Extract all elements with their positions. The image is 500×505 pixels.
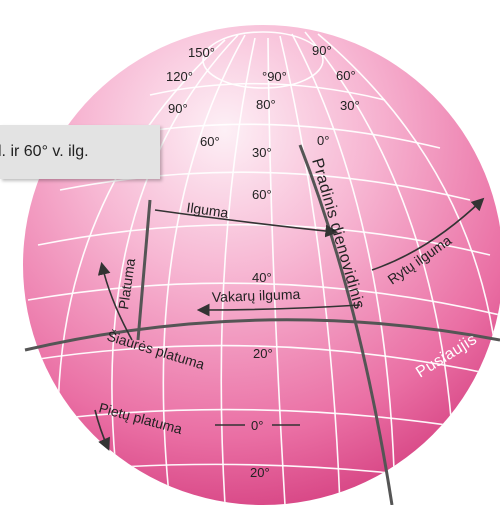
ilguma-arrow bbox=[154, 209, 339, 238]
vakaru-arrow bbox=[196, 303, 361, 317]
label-lat-60: 60° bbox=[252, 187, 272, 202]
label-lat-40: 40° bbox=[252, 270, 272, 285]
label-30-center: 30° bbox=[252, 145, 272, 160]
arrows bbox=[94, 197, 485, 451]
callout-text: l. ir 60° v. ilg. bbox=[0, 143, 89, 160]
label-90-center: °90° bbox=[262, 69, 287, 84]
label-120: 120° bbox=[166, 69, 193, 84]
rytu-arrow bbox=[371, 197, 485, 271]
label-lat-20: 20° bbox=[253, 346, 273, 361]
label-60-left: 60° bbox=[200, 134, 220, 149]
label-30-right: 30° bbox=[340, 98, 360, 113]
prime-meridian-line bbox=[298, 144, 394, 505]
callout-box: l. ir 60° v. ilg. bbox=[0, 125, 160, 179]
label-lat-0: 0° bbox=[251, 418, 263, 433]
label-0-top: 0° bbox=[317, 133, 329, 148]
label-90-left: 90° bbox=[168, 101, 188, 116]
platuma-arrow bbox=[97, 261, 133, 341]
label-60-top-right: 60° bbox=[336, 68, 356, 83]
label-80: 80° bbox=[256, 97, 276, 112]
pietu-arrow bbox=[94, 409, 110, 451]
label-90-top-right: 90° bbox=[312, 43, 332, 58]
label-ilguma: Ilguma bbox=[186, 199, 230, 221]
label-lat-s20: 20° bbox=[250, 465, 270, 480]
equator-line bbox=[24, 318, 500, 352]
heavy-lines bbox=[24, 144, 500, 505]
label-150: 150° bbox=[188, 45, 215, 60]
ilguma-meridian-line bbox=[136, 199, 152, 341]
label-vakaru-ilguma: Vakarų ilguma bbox=[212, 286, 301, 305]
label-platuma: Platuma bbox=[115, 257, 138, 310]
